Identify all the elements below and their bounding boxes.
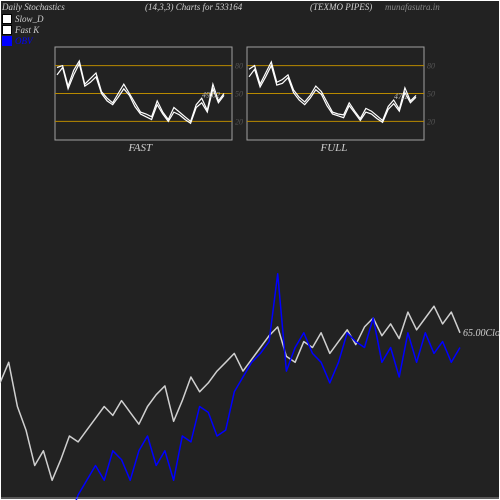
svg-text:20: 20 bbox=[427, 117, 435, 126]
header-row: Daily Stochastics (14,3,3) Charts for 53… bbox=[0, 2, 500, 14]
svg-text:47.1: 47.1 bbox=[394, 92, 408, 101]
legend-label-slow-d: Slow_D bbox=[15, 14, 44, 24]
chart-svg: 80 50 20 49.02 80 50 20 47.1 65.00Close bbox=[0, 0, 500, 500]
svg-text:50: 50 bbox=[235, 90, 243, 99]
ticker-name: (TEXMO PIPES) bbox=[310, 2, 372, 12]
full-panel-label: FULL bbox=[321, 142, 348, 154]
legend-label-obv: OBV bbox=[15, 36, 33, 46]
site-label: munafasutra.in bbox=[385, 2, 440, 12]
legend-swatch-slow-d bbox=[2, 14, 12, 24]
legend-label-fast-k: Fast K bbox=[15, 25, 39, 35]
legend-swatch-fast-k bbox=[2, 25, 12, 35]
chart-params: (14,3,3) Charts for 533164 bbox=[145, 2, 242, 12]
fast-panel-label: FAST bbox=[129, 142, 153, 154]
legend-obv: OBV bbox=[2, 36, 44, 46]
svg-text:80: 80 bbox=[235, 62, 243, 71]
svg-text:49.02: 49.02 bbox=[202, 90, 220, 99]
chart-title: Daily Stochastics bbox=[2, 2, 65, 12]
chart-container: 80 50 20 49.02 80 50 20 47.1 65.00Close Daily St… bbox=[0, 0, 500, 500]
legend-swatch-obv bbox=[2, 36, 12, 46]
svg-text:20: 20 bbox=[235, 117, 243, 126]
legend-slow-d: Slow_D bbox=[2, 14, 44, 24]
svg-text:65.00Close: 65.00Close bbox=[463, 328, 500, 339]
legend-fast-k: Fast K bbox=[2, 25, 44, 35]
svg-text:80: 80 bbox=[427, 62, 435, 71]
legend: Slow_D Fast K OBV bbox=[2, 14, 44, 47]
svg-text:50: 50 bbox=[427, 90, 435, 99]
